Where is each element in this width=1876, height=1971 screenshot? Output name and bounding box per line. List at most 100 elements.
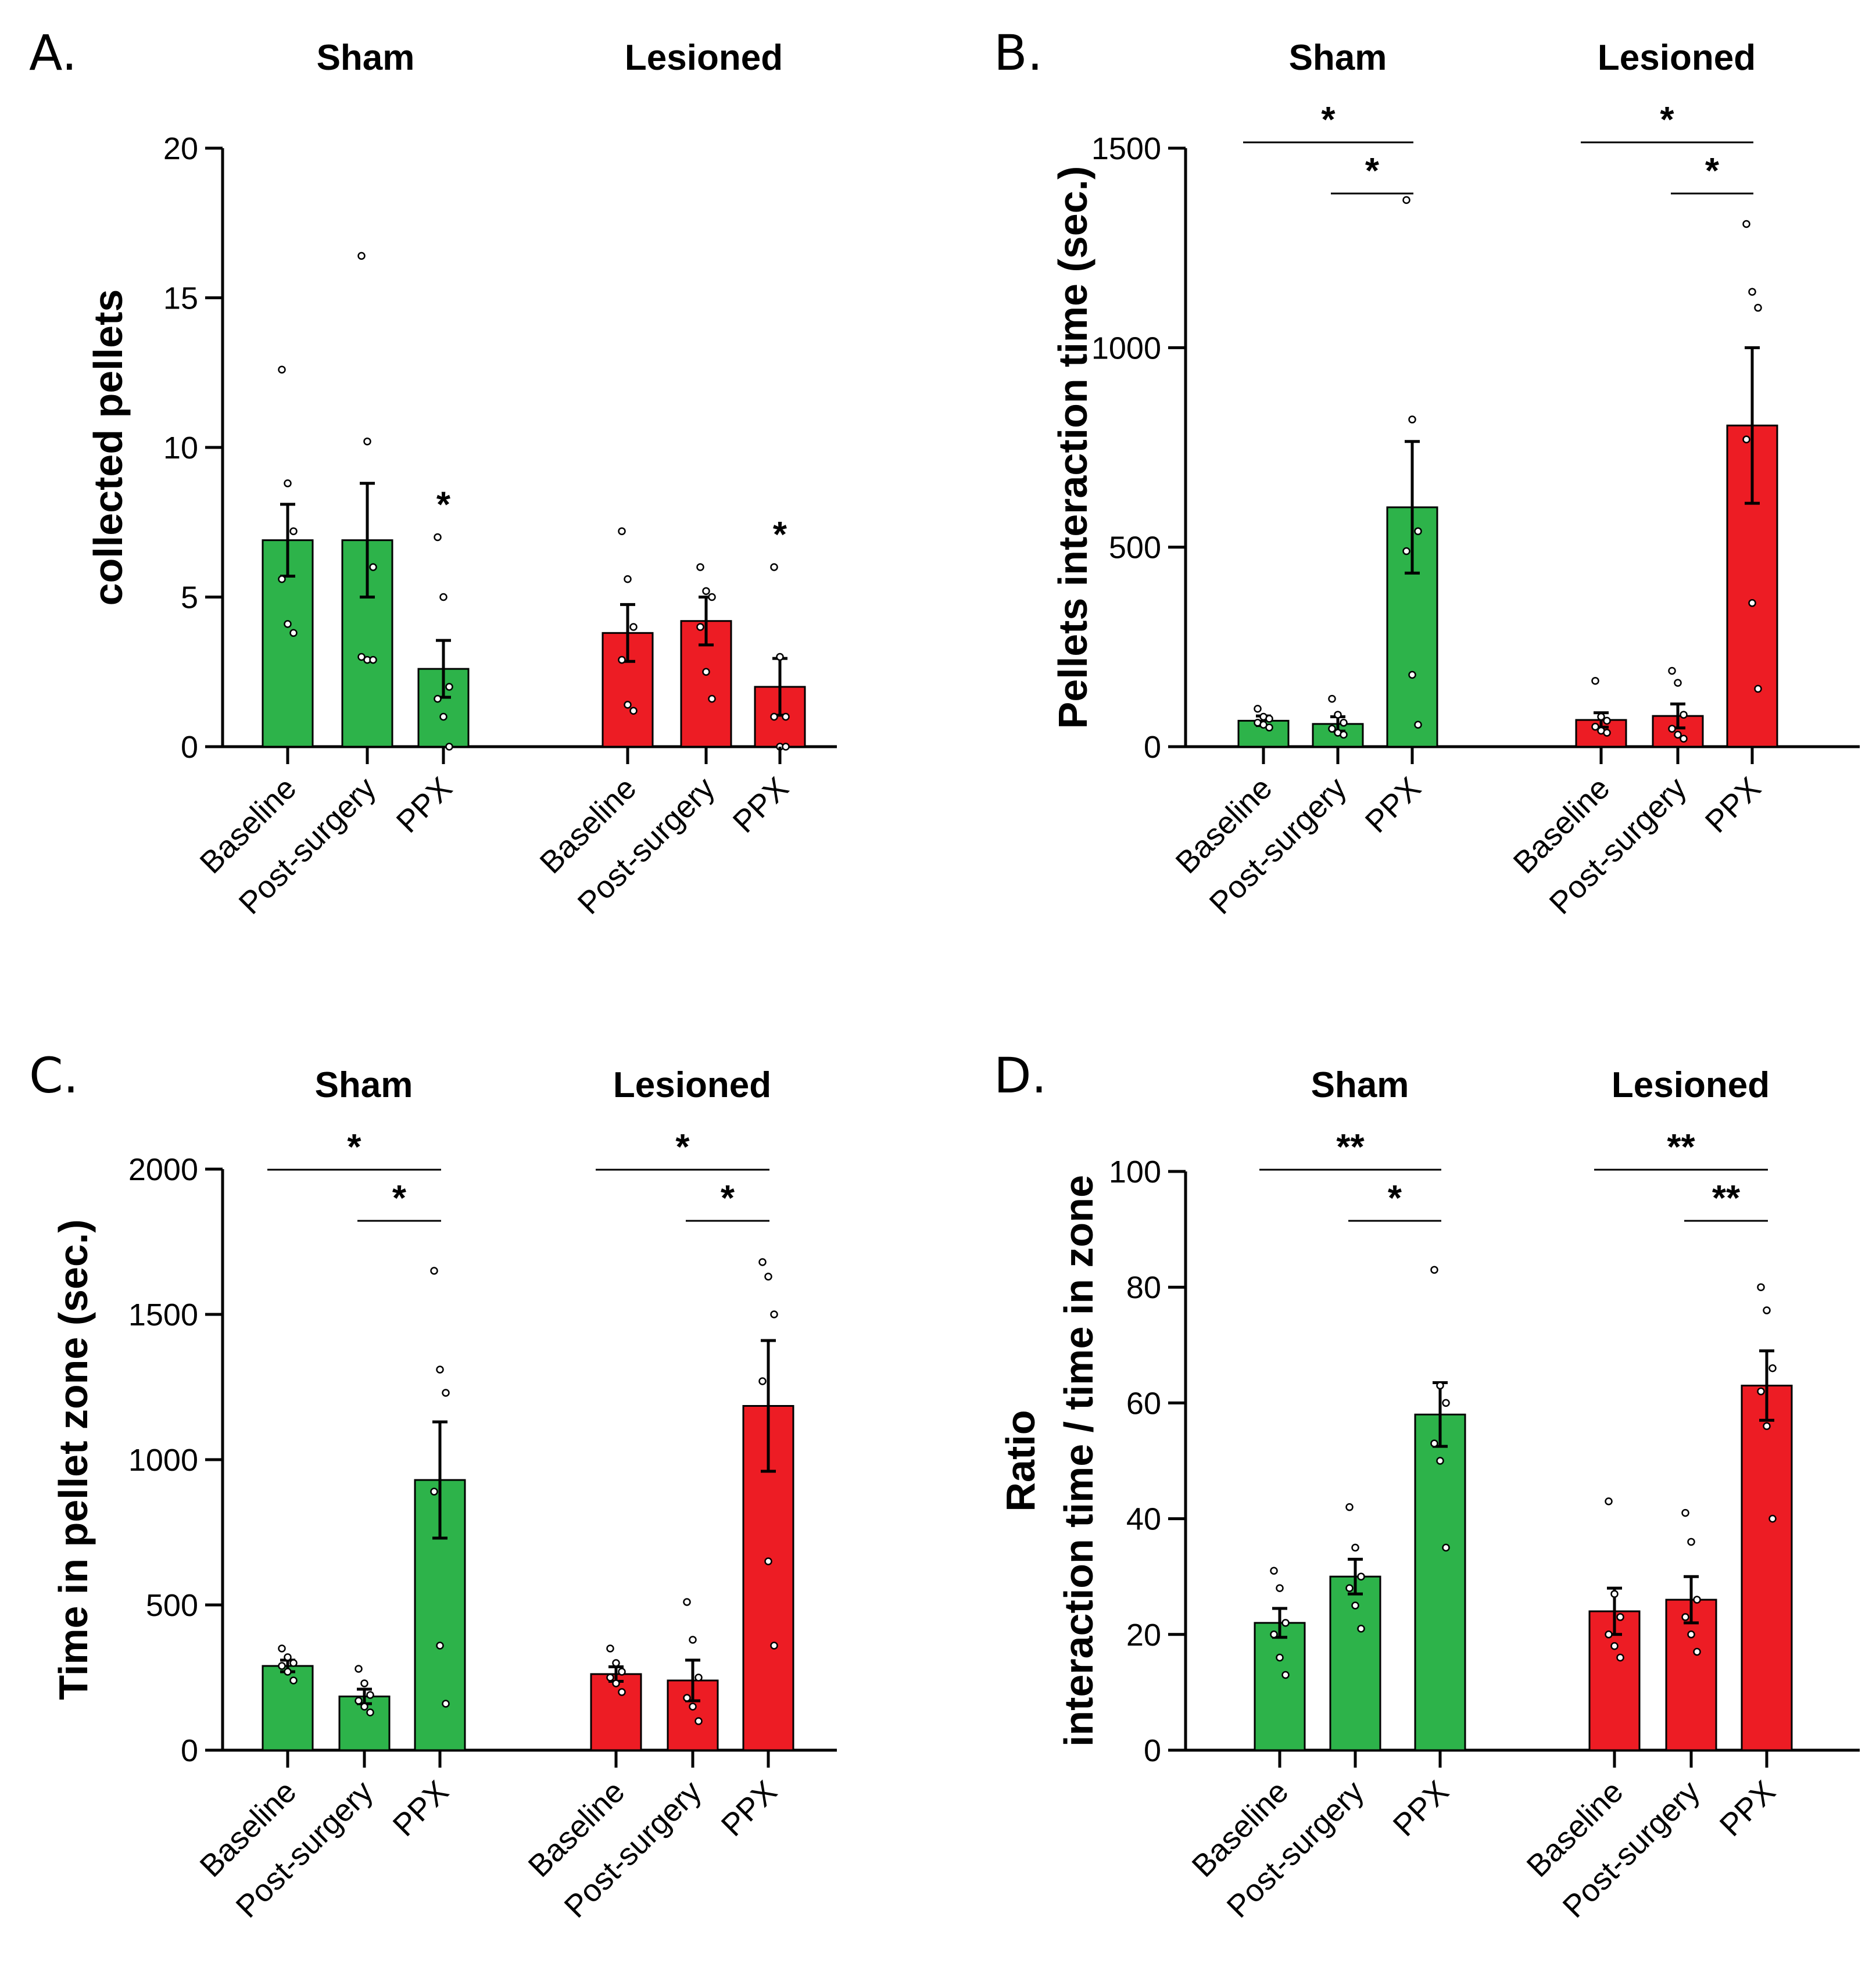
panel-d-lesioned-data-point	[1768, 1514, 1777, 1523]
panel-d-sham-data-point	[1357, 1572, 1365, 1581]
panel-b-sham-bracket-label: *	[1365, 151, 1380, 191]
panel-a-lesioned-data-point	[618, 655, 626, 664]
panel-b-lesioned-data-point	[1754, 303, 1762, 312]
panel-a-lesioned-data-point	[629, 707, 638, 715]
panel-a-y-tick-label: 15	[163, 281, 198, 316]
panel-b-lesioned-data-point	[1742, 220, 1750, 228]
panel-c: C. 0 500 1000 1500 2000 Time in pellet zone (s…	[29, 1047, 837, 1925]
panel-a-sham-data-point	[284, 620, 292, 628]
panel-b-lesioned-title: Lesioned	[1598, 38, 1756, 78]
panel-c-lesioned-data-point	[618, 1668, 626, 1676]
panel-d-y-tick-label: 40	[1126, 1502, 1161, 1537]
panel-c-lesioned-data-point	[683, 1694, 691, 1702]
panel-b-sham-data-point	[1340, 719, 1348, 727]
panel-c-sham-data-point	[436, 1366, 444, 1374]
panel-d-sham-category-label: PPX	[1387, 1774, 1456, 1843]
panel-d-sham-bracket-label: **	[1336, 1127, 1365, 1167]
panel-d-y-axis-label: interaction time / time in zone	[1056, 1175, 1101, 1747]
panel-a-lesioned-data-point	[770, 563, 778, 571]
panel-d-sham-bar	[1414, 1413, 1466, 1751]
panel-d-y-tick-label: 100	[1109, 1155, 1161, 1189]
panel-d-lesioned-bracket-label: **	[1712, 1178, 1741, 1219]
panel-d-lesioned-data-point	[1681, 1508, 1689, 1517]
panel-c-lesioned-data-point	[770, 1310, 778, 1318]
panel-c-y-tick-label: 0	[181, 1733, 198, 1768]
panel-c-sham-data-point	[278, 1662, 286, 1670]
panel-b-sham-title: Sham	[1289, 38, 1387, 78]
panel-c-sham-category-label: PPX	[386, 1774, 456, 1843]
panel-a-lesioned-data-point	[702, 668, 710, 676]
panel-a-sham-category-label: Post-surgery	[232, 771, 383, 921]
panel-d-sham-data-point	[1270, 1630, 1278, 1639]
panel-b-lesioned-data-point	[1591, 676, 1599, 685]
panel-d-lesioned-title: Lesioned	[1612, 1065, 1770, 1105]
panel-b-sham-data-point	[1334, 711, 1342, 719]
panel-c-sham-data-point	[360, 1679, 368, 1687]
panel-d-lesioned-data-point	[1610, 1642, 1619, 1650]
panel-a-y-axis-label: collected pellets	[85, 289, 131, 606]
panel-a-sham-data-point	[445, 743, 453, 751]
panel-c-lesioned-data-point	[770, 1642, 778, 1650]
panel-c-sham-data-point	[355, 1697, 363, 1705]
panel-b-lesioned-data-point	[1748, 599, 1756, 607]
panel-a-sham-data-point	[357, 653, 366, 661]
panel-b-sham-data-point	[1265, 715, 1273, 723]
panel-c-y-axis-label: Time in pellet zone (sec.)	[51, 1219, 96, 1700]
panel-d-y-tick-label: 0	[1144, 1733, 1161, 1768]
panel-d-sham-data-point	[1351, 1601, 1359, 1610]
panel-d-sham-data-point	[1281, 1619, 1290, 1627]
panel-b-lesioned-data-point	[1603, 716, 1611, 725]
panel-b-sham-data-point	[1408, 671, 1416, 679]
panel-a-lesioned-significance-star: *	[773, 515, 787, 555]
panel-c-lesioned-data-point	[694, 1717, 703, 1725]
panel-a-lesioned-data-point	[624, 575, 632, 583]
panel-a-sham-data-point	[278, 575, 286, 583]
panel-a-lesioned-data-point	[708, 694, 716, 703]
panel-c-sham-data-point	[278, 1644, 286, 1653]
panel-b-lesioned-data-point	[1603, 729, 1611, 737]
panel-b-sham-category-label: PPX	[1359, 771, 1428, 840]
panel-a-sham-data-point	[434, 533, 442, 542]
panel-a-lesioned-data-point	[696, 623, 704, 631]
panel-d-sham-data-point	[1345, 1503, 1354, 1511]
panel-c-sham-data-point	[442, 1700, 450, 1708]
panel-b-lesioned-bracket-label: *	[1660, 100, 1674, 140]
panel-a-lesioned-data-point	[708, 593, 716, 601]
panel-c-lesioned-data-point	[612, 1659, 620, 1667]
panel-c-sham-data-point	[289, 1659, 298, 1667]
panel-b-lesioned-data-point	[1742, 435, 1750, 444]
panel-b-sham-data-point	[1328, 694, 1336, 703]
panel-c-lesioned-data-point	[764, 1273, 772, 1281]
panel-a-letter: A.	[29, 24, 77, 81]
panel-c-lesioned-bracket-label: *	[721, 1178, 735, 1219]
panel-c-sham-data-point	[366, 1691, 374, 1699]
panel-d-sham-data-point	[1436, 1457, 1444, 1465]
panel-b-lesioned-data-point	[1597, 712, 1605, 721]
panel-a-lesioned-category-label: PPX	[726, 771, 796, 840]
panel-b-lesioned-data-point	[1674, 730, 1682, 739]
panel-a-lesioned-data-point	[776, 653, 784, 661]
panel-c-sham-data-point	[366, 1708, 374, 1716]
panel-d-lesioned-data-point	[1610, 1590, 1619, 1598]
panel-b-lesioned-data-point	[1668, 725, 1676, 733]
panel-b-lesioned-data-point	[1591, 722, 1599, 731]
panel-d-lesioned-data-point	[1605, 1497, 1613, 1506]
panel-d-lesioned-category-label: PPX	[1713, 1774, 1782, 1843]
panel-b-sham-data-point	[1408, 415, 1416, 424]
panel-a-lesioned-data-point	[696, 563, 704, 571]
panel-a-sham-significance-star: *	[436, 485, 451, 525]
panel-a-sham-data-point	[357, 252, 366, 260]
panel-a-lesioned-data-point	[702, 587, 710, 595]
panel-b-sham-data-point	[1414, 721, 1422, 729]
panel-d-lesioned-bar	[1665, 1599, 1717, 1751]
panel-d-sham-title: Sham	[1311, 1065, 1409, 1105]
panel-a-y-tick-label: 0	[181, 730, 198, 765]
panel-d-sham-bar	[1254, 1622, 1306, 1751]
panel-d-sham-data-point	[1436, 1381, 1444, 1390]
panel-d-y-tick-label: 60	[1126, 1386, 1161, 1421]
panel-d-lesioned-data-point	[1616, 1653, 1624, 1662]
panel-b-sham-data-point	[1402, 547, 1410, 556]
panel-c-y-tick-label: 1000	[128, 1443, 198, 1478]
panel-d-sham-data-point	[1442, 1399, 1450, 1407]
